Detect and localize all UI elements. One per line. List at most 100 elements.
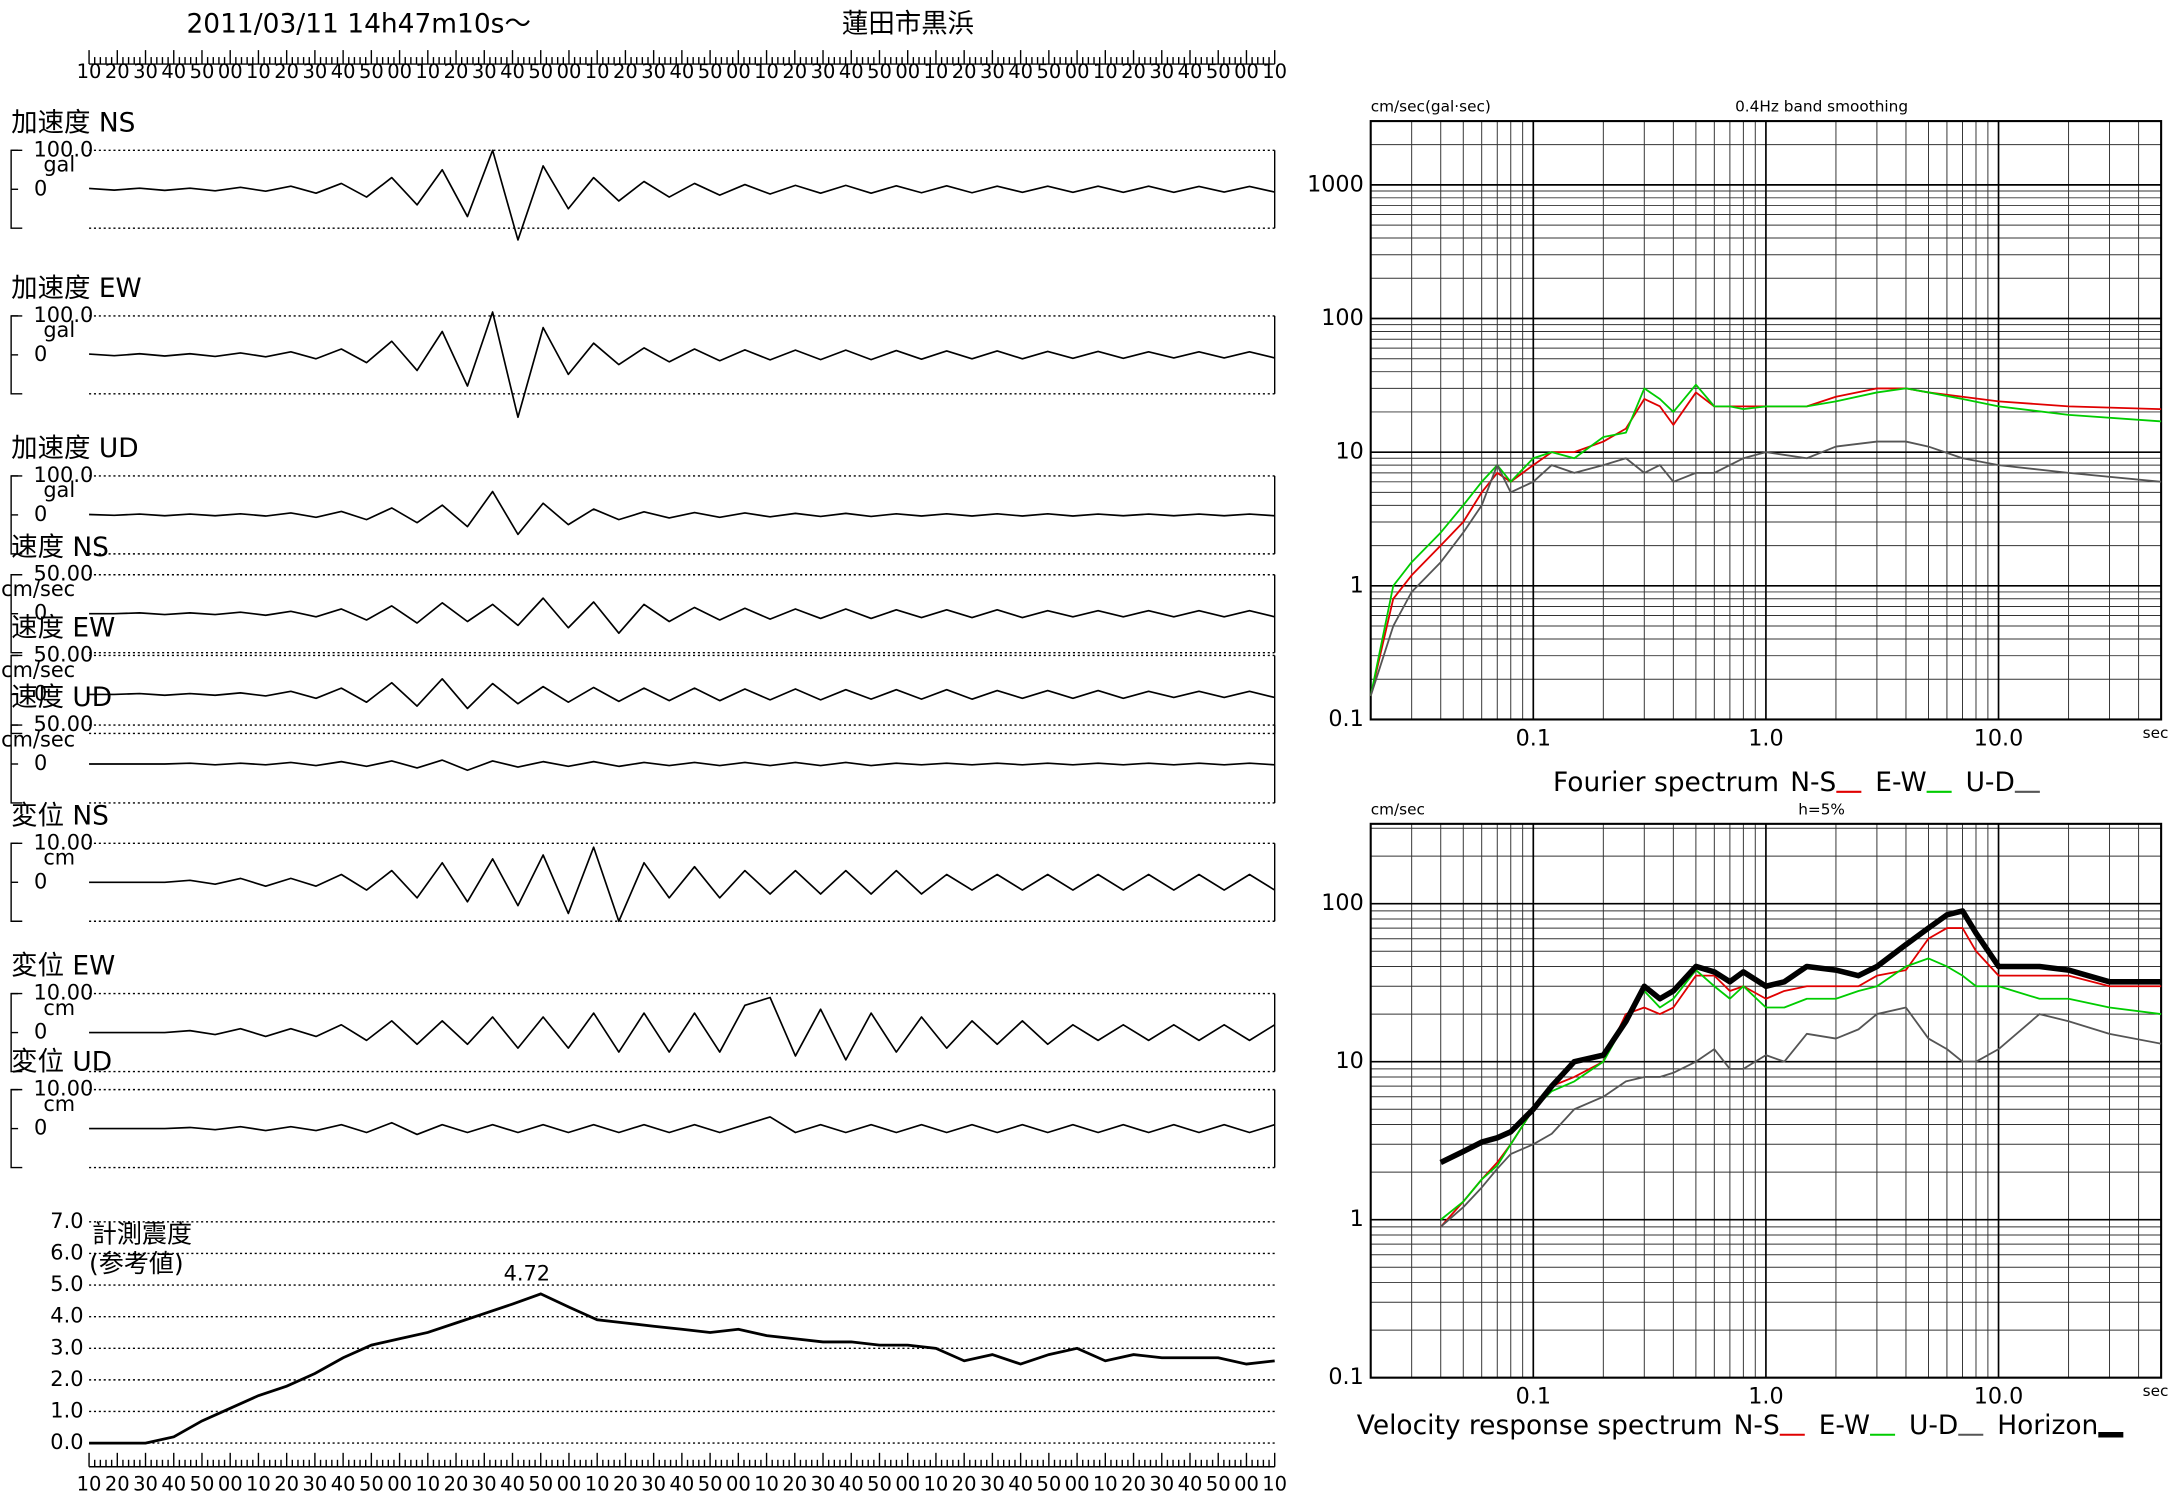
x-tick-label: 40 [1178,1472,1203,1495]
time-label: 10 [415,60,440,83]
x-tick-label: 00 [1234,1472,1259,1495]
time-label: 30 [980,60,1005,83]
unit-label: cm/sec [1,658,75,682]
panel-title: 変位 EW [11,951,115,982]
x-tick-label: 10 [1093,1472,1118,1495]
series-line [1439,908,2162,1166]
waveform [89,597,1275,635]
time-label: 00 [387,60,412,83]
record-date: 2011/03/11 14h47m10s〜 [186,9,530,40]
time-label: 40 [331,60,356,83]
time-label: 40 [1008,60,1033,83]
y-tick-label: 4.0 [50,1304,83,1328]
station-name: 蓮田市黒浜 [842,9,974,40]
time-label: 30 [133,60,158,83]
y-tick-label: 0 [34,176,47,200]
time-label: 50 [359,60,384,83]
panel-title: 速度 UD [11,682,112,713]
x-tick-label: 50 [1036,1472,1061,1495]
y-tick-label: 1 [1350,1206,1364,1232]
panel-title: 加速度 UD [11,433,138,464]
time-label: 10 [1262,60,1287,83]
y-tick-label: 10.00 [34,981,94,1005]
legend-title: Velocity response spectrum [1357,1410,1723,1441]
y-tick-label: 0 [34,502,47,526]
time-label: 20 [782,60,807,83]
legend-label: N-S [1790,767,1836,798]
x-tick-label: 20 [1121,1472,1146,1495]
legend-label: U-D [1909,1410,1958,1441]
x-tick-label: 30 [980,1472,1005,1495]
x-tick-label: 00 [557,1472,582,1495]
time-label: 40 [839,60,864,83]
y-tick-label: 10 [1335,439,1363,465]
x-tick-label: 00 [895,1472,920,1495]
unit-label: gal [43,478,75,502]
waveform [89,996,1276,1061]
panel-title: 速度 NS [11,532,109,563]
x-tick-label: 50 [867,1472,892,1495]
x-tick-label: 50 [1206,1472,1231,1495]
x-tick-label: 30 [472,1472,497,1495]
x-unit: sec [2143,724,2169,742]
y-tick-label: 50.00 [34,642,94,666]
unit-label: cm [43,846,75,870]
time-label: 40 [161,60,186,83]
time-label: 40 [669,60,694,83]
x-tick-label: 00 [218,1472,243,1495]
y-tick-label: 100 [1321,305,1363,331]
y-tick-label: 0.0 [50,1430,83,1454]
x-tick-label: 10.0 [1974,725,2024,751]
time-label: 40 [1178,60,1203,83]
panel-title: 変位 UD [11,1047,112,1078]
time-label: 10 [924,60,949,83]
note: h=5% [1798,800,1845,818]
series-line [1369,383,2162,697]
waveform [89,149,1275,241]
unit-label: cm/sec [1,577,75,601]
x-tick-label: 10 [585,1472,610,1495]
y-tick-label: 50.00 [34,562,94,586]
y-tick-label: 0 [34,1020,47,1044]
time-label: 20 [952,60,977,83]
x-tick-label: 10 [1262,1472,1287,1495]
y-tick-label: 1 [1350,572,1364,598]
y-tick-label: 0.1 [1328,1364,1363,1390]
unit-label: cm [43,1092,75,1116]
time-label: 30 [303,60,328,83]
x-tick-label: 1.0 [1748,725,1783,751]
x-tick-label: 00 [726,1472,751,1495]
panel-title: 加速度 NS [11,107,135,138]
time-label: 30 [1149,60,1174,83]
time-label: 10 [754,60,779,83]
y-tick-label: 0 [34,342,47,366]
y-tick-label: 100.0 [34,303,94,327]
time-label: 50 [528,60,553,83]
x-tick-label: 10 [924,1472,949,1495]
x-tick-label: 0.1 [1516,1384,1551,1410]
waveform [89,759,1275,772]
unit-label: gal [43,318,75,342]
y-tick-label: 3.0 [50,1335,83,1359]
unit-label: cm [43,996,75,1020]
y-tick-label: 10.00 [34,830,94,854]
note: 0.4Hz band smoothing [1735,98,1908,116]
x-tick-label: 1.0 [1748,1384,1783,1410]
y-tick-label: 5.0 [50,1272,83,1296]
time-label: 50 [867,60,892,83]
x-tick-label: 10.0 [1974,1384,2024,1410]
chart-subtitle: (参考値) [89,1249,184,1278]
x-tick-label: 10 [415,1472,440,1495]
waveform [89,846,1276,923]
x-tick-label: 20 [274,1472,299,1495]
legend-label: Horizon [1997,1410,2098,1441]
time-label: 10 [585,60,610,83]
y-tick-label: 0 [34,681,47,705]
waveform [89,1116,1275,1136]
y-tick-label: 10 [1335,1048,1363,1074]
time-label: 00 [218,60,243,83]
time-label: 00 [726,60,751,83]
x-tick-label: 30 [641,1472,666,1495]
panel-title: 速度 EW [11,613,115,644]
